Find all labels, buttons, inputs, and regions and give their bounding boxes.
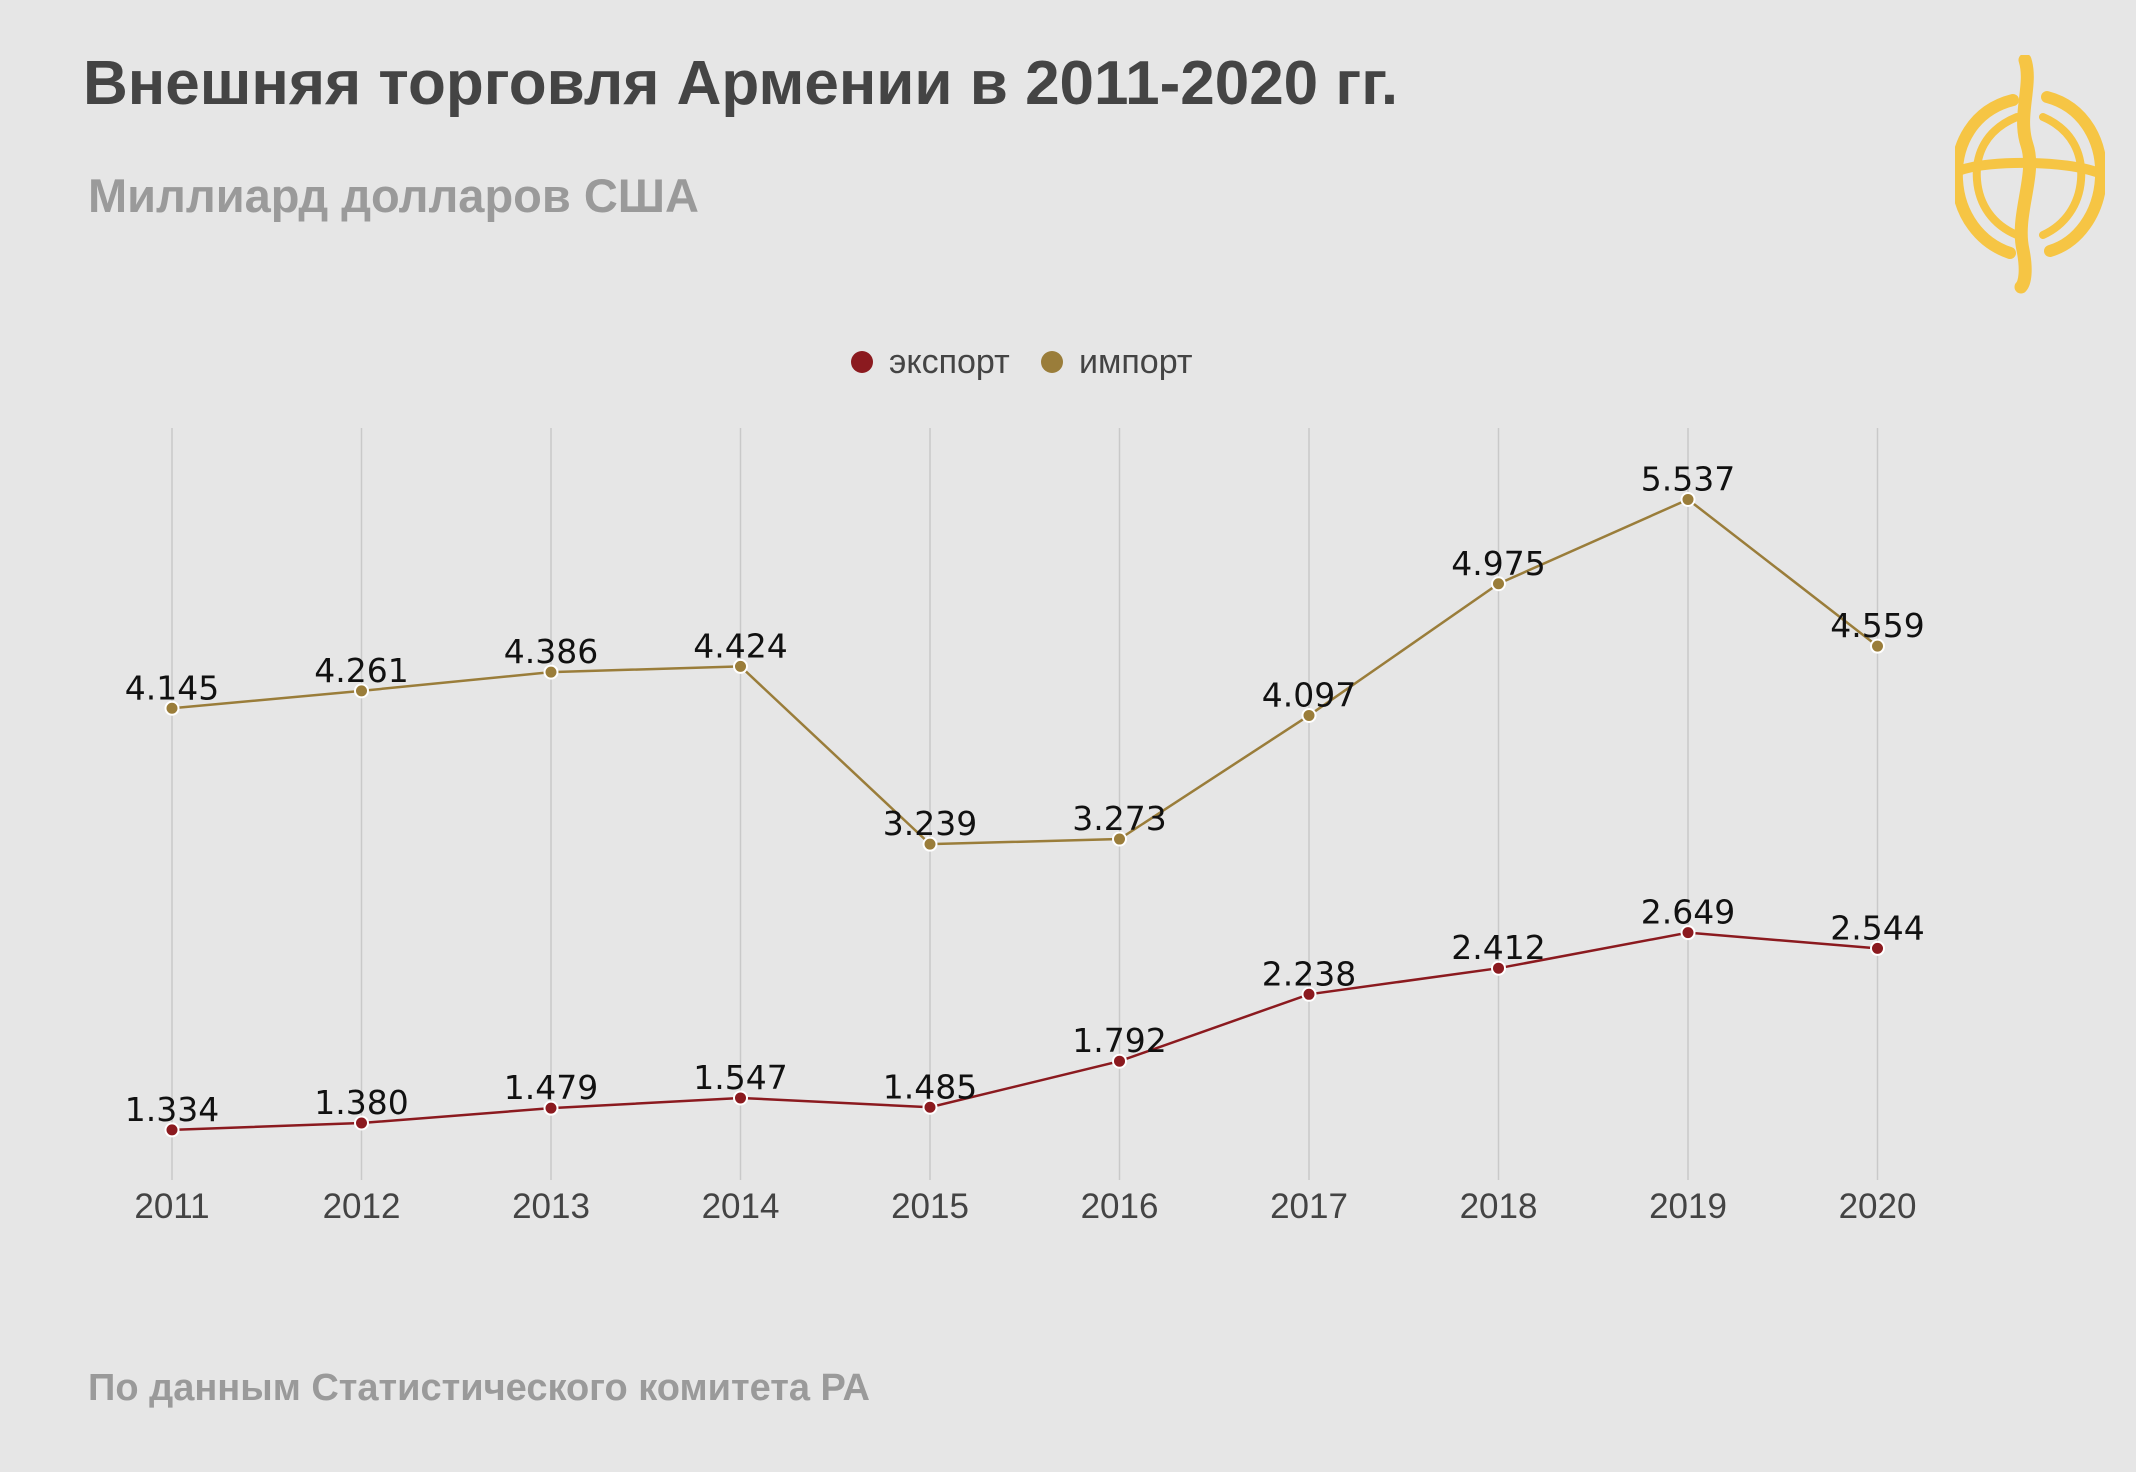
legend-item-0: экспорт bbox=[851, 343, 1010, 381]
data-point bbox=[1680, 491, 1696, 507]
data-point bbox=[354, 1115, 369, 1131]
data-point bbox=[1112, 1053, 1127, 1069]
x-tick-label: 2018 bbox=[1460, 1187, 1538, 1226]
series-line-0 bbox=[171, 931, 1878, 1132]
chart-title: Внешняя торговля Армении в 2011-2020 гг. bbox=[83, 49, 1399, 118]
data-label: 4.261 bbox=[314, 651, 408, 690]
data-point bbox=[164, 1122, 180, 1138]
x-tick-label: 2020 bbox=[1839, 1187, 1917, 1226]
chart-subtitle: Миллиард долларов США bbox=[88, 169, 699, 222]
data-label: 4.145 bbox=[125, 668, 219, 707]
data-label: 2.649 bbox=[1641, 893, 1735, 932]
x-tick-label: 2011 bbox=[134, 1187, 209, 1226]
source-note: По данным Статистического комитета РА bbox=[88, 1367, 870, 1409]
data-label: 1.334 bbox=[125, 1090, 219, 1129]
data-label: 2.238 bbox=[1262, 954, 1356, 993]
data-point bbox=[543, 1100, 559, 1116]
x-tick-label: 2012 bbox=[323, 1187, 401, 1226]
data-point bbox=[543, 664, 559, 680]
data-point bbox=[733, 658, 748, 674]
legend-marker bbox=[851, 351, 873, 373]
data-label: 1.485 bbox=[883, 1067, 977, 1106]
x-tick-label: 2015 bbox=[891, 1187, 969, 1226]
data-label: 3.273 bbox=[1072, 799, 1166, 838]
x-tick-label: 2019 bbox=[1649, 1187, 1727, 1226]
data-point bbox=[733, 1090, 748, 1106]
x-tick-label: 2013 bbox=[512, 1187, 590, 1226]
legend-marker bbox=[1041, 351, 1063, 373]
data-point bbox=[1112, 831, 1127, 847]
series-lines bbox=[171, 498, 1879, 1132]
data-label: 2.544 bbox=[1830, 908, 1924, 947]
data-label: 4.975 bbox=[1451, 544, 1545, 583]
data-label: 4.559 bbox=[1830, 606, 1924, 645]
data-label: 4.097 bbox=[1262, 675, 1356, 714]
data-point bbox=[1301, 986, 1317, 1002]
data-label: 5.537 bbox=[1641, 459, 1735, 498]
data-labels: 1.334 1.380 1.479 1.547 1.485 1.792 2.238 2.412… bbox=[125, 459, 1925, 1128]
data-point bbox=[1301, 707, 1317, 723]
vertical-gridlines bbox=[171, 428, 1879, 1180]
data-label: 1.547 bbox=[693, 1058, 787, 1097]
data-label: 4.386 bbox=[504, 632, 598, 671]
data-point bbox=[354, 683, 369, 699]
data-label: 1.380 bbox=[314, 1083, 408, 1122]
x-tick-label: 2014 bbox=[702, 1187, 780, 1226]
data-label: 3.239 bbox=[883, 804, 977, 843]
legend: экспорт импорт bbox=[851, 343, 1192, 381]
data-point bbox=[922, 836, 938, 852]
data-point bbox=[164, 700, 180, 716]
data-point bbox=[1491, 960, 1506, 976]
data-label: 2.412 bbox=[1451, 928, 1545, 967]
data-label: 1.792 bbox=[1072, 1021, 1166, 1060]
data-point bbox=[1870, 638, 1885, 654]
data-label: 1.479 bbox=[504, 1068, 598, 1107]
legend-item-1: импорт bbox=[1041, 343, 1192, 381]
legend-label: импорт bbox=[1079, 343, 1192, 381]
data-point bbox=[1491, 576, 1506, 592]
x-tick-label: 2017 bbox=[1270, 1187, 1348, 1226]
x-tick-label: 2016 bbox=[1081, 1187, 1159, 1226]
x-axis-ticks: 2011 2012 2013 2014 2015 2016 2017 2018 2019 2020 bbox=[134, 1187, 1916, 1226]
legend-label: экспорт bbox=[889, 343, 1010, 381]
logo-icon bbox=[1955, 55, 2105, 294]
series-line-1 bbox=[171, 498, 1879, 846]
series-points bbox=[164, 491, 1885, 1138]
data-point bbox=[1870, 940, 1885, 956]
data-point bbox=[922, 1099, 938, 1115]
data-point bbox=[1680, 925, 1696, 941]
data-label: 4.424 bbox=[693, 626, 787, 665]
